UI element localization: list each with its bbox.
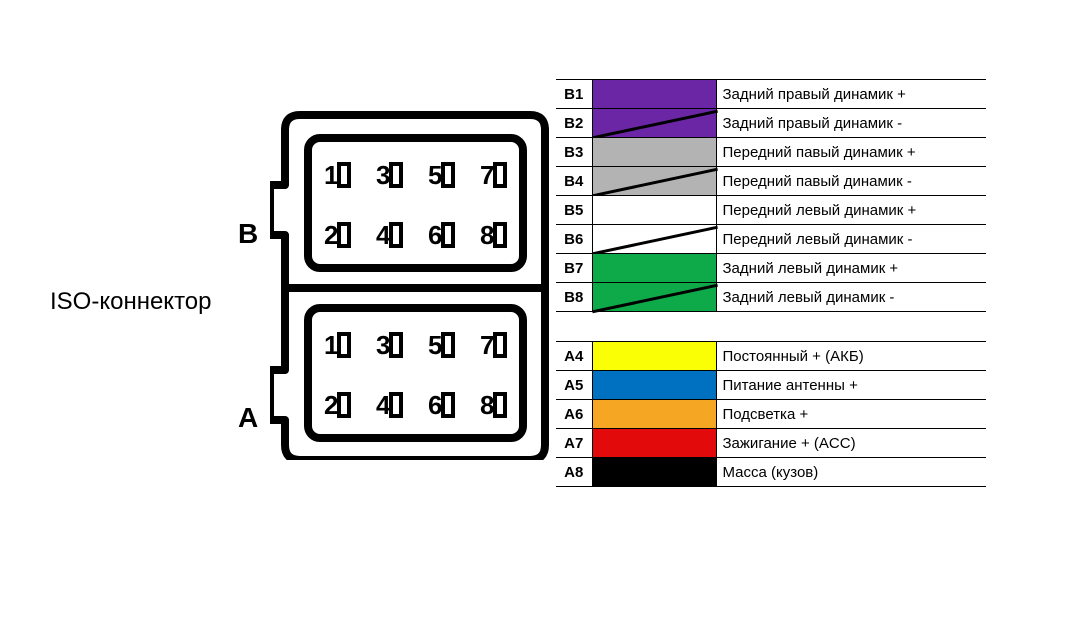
legend-description: Задний правый динамик -	[716, 109, 986, 138]
legend-row: A8 Масса (кузов)	[556, 458, 986, 487]
legend-color-swatch	[592, 225, 716, 254]
legend-pin: B3	[556, 138, 592, 167]
legend-pin: B1	[556, 80, 592, 109]
svg-text:8: 8	[480, 220, 494, 250]
legend-color-swatch	[592, 342, 716, 371]
legend-row: B8 Задний левый динамик -	[556, 283, 986, 312]
svg-text:8: 8	[480, 390, 494, 420]
legend-color-swatch	[592, 458, 716, 487]
legend-pin: B8	[556, 283, 592, 312]
legend-pin: B6	[556, 225, 592, 254]
legend-row: B2 Задний правый динамик -	[556, 109, 986, 138]
legend-description: Постоянный + (АКБ)	[716, 342, 986, 371]
legend-color-swatch	[592, 196, 716, 225]
svg-text:4: 4	[376, 390, 391, 420]
legend-spacer	[556, 312, 986, 342]
legend-row: B4 Передний павый динамик -	[556, 167, 986, 196]
svg-text:6: 6	[428, 390, 442, 420]
legend-color-swatch	[592, 400, 716, 429]
legend-description: Зажигание + (ACC)	[716, 429, 986, 458]
legend-description: Передний павый динамик +	[716, 138, 986, 167]
svg-text:3: 3	[376, 330, 390, 360]
legend-description: Передний левый динамик +	[716, 196, 986, 225]
svg-text:7: 7	[480, 330, 494, 360]
legend-color-swatch	[592, 167, 716, 196]
legend-description: Питание антенны +	[716, 371, 986, 400]
svg-text:7: 7	[480, 160, 494, 190]
legend-row: A7 Зажигание + (ACC)	[556, 429, 986, 458]
pins-a-bottom: 2 4 6 8	[324, 390, 505, 420]
legend-row: B7 Задний левый динамик +	[556, 254, 986, 283]
legend-row: A5 Питание антенны +	[556, 371, 986, 400]
connector-diagram: 1 3 5 7 2 4 6 8 1 3 5 7	[270, 100, 555, 460]
connector-a-label: A	[238, 402, 258, 434]
legend-row: B6 Передний левый динамик -	[556, 225, 986, 254]
pins-b-top: 1 3 5 7	[324, 160, 505, 190]
svg-text:6: 6	[428, 220, 442, 250]
legend-pin: A7	[556, 429, 592, 458]
legend-description: Масса (кузов)	[716, 458, 986, 487]
legend-description: Задний левый динамик +	[716, 254, 986, 283]
iso-connector-label: ISO-коннектор	[50, 288, 212, 316]
legend-description: Подсветка +	[716, 400, 986, 429]
legend-pin: A5	[556, 371, 592, 400]
legend-pin: B4	[556, 167, 592, 196]
svg-text:5: 5	[428, 330, 442, 360]
svg-text:3: 3	[376, 160, 390, 190]
svg-text:2: 2	[324, 220, 338, 250]
legend-color-swatch	[592, 371, 716, 400]
legend-pin: A6	[556, 400, 592, 429]
svg-text:1: 1	[324, 160, 338, 190]
legend-pin: B2	[556, 109, 592, 138]
legend-row: B1 Задний правый динамик +	[556, 80, 986, 109]
legend-color-swatch	[592, 109, 716, 138]
svg-text:5: 5	[428, 160, 442, 190]
legend-description: Задний левый динамик -	[716, 283, 986, 312]
legend-row: B5 Передний левый динамик +	[556, 196, 986, 225]
legend-color-swatch	[592, 138, 716, 167]
diagram-container: ISO-коннектор B A 1 3 5 7 2 4 6	[50, 100, 515, 460]
pins-b-bottom: 2 4 6 8	[324, 220, 505, 250]
legend-pin: A4	[556, 342, 592, 371]
legend-description: Передний павый динамик -	[716, 167, 986, 196]
legend-pin: B7	[556, 254, 592, 283]
legend-row: A6 Подсветка +	[556, 400, 986, 429]
svg-text:2: 2	[324, 390, 338, 420]
legend-color-swatch	[592, 254, 716, 283]
connector-b-label: B	[238, 218, 258, 250]
legend-row: A4 Постоянный + (АКБ)	[556, 342, 986, 371]
legend-row: B3 Передний павый динамик +	[556, 138, 986, 167]
legend-color-swatch	[592, 80, 716, 109]
legend-pin: B5	[556, 196, 592, 225]
svg-text:4: 4	[376, 220, 391, 250]
legend-table: B1 Задний правый динамик + B2 Задний правый…	[556, 79, 986, 487]
legend-description: Задний правый динамик +	[716, 80, 986, 109]
legend-description: Передний левый динамик -	[716, 225, 986, 254]
pins-a-top: 1 3 5 7	[324, 330, 505, 360]
legend-color-swatch	[592, 283, 716, 312]
legend-pin: A8	[556, 458, 592, 487]
svg-text:1: 1	[324, 330, 338, 360]
legend-color-swatch	[592, 429, 716, 458]
